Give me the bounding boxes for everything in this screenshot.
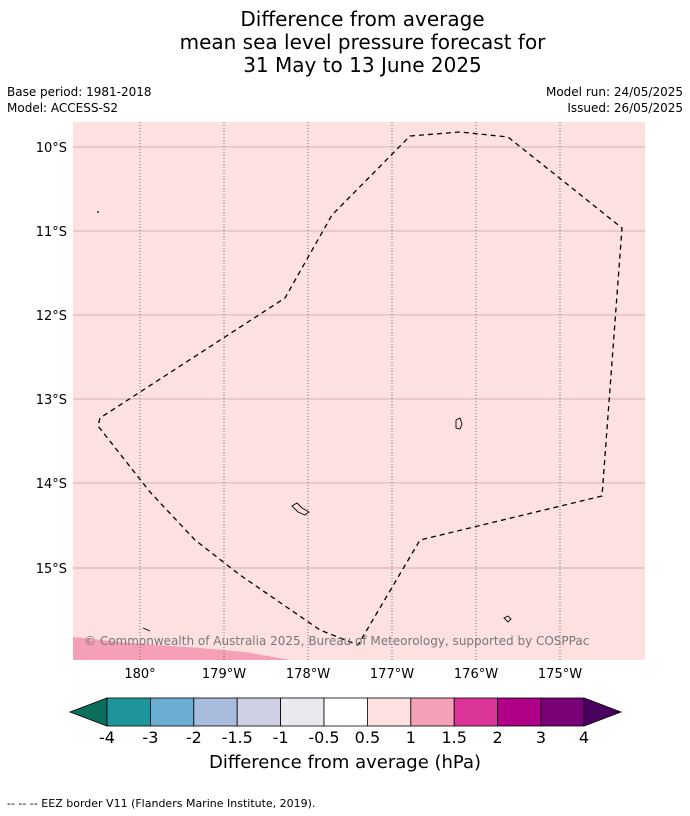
issued-date: Issued: 26/05/2025 (567, 101, 683, 115)
title-line-3: 31 May to 13 June 2025 (243, 53, 482, 77)
title-line-2: mean sea level pressure forecast for (179, 30, 546, 54)
lat-gridlines (73, 146, 645, 569)
map-title: Difference from average mean sea level p… (0, 8, 690, 77)
meta-right: Model run: 24/05/2025 Issued: 26/05/2025 (546, 84, 683, 116)
colorbar-ticks: -4 -3 -2 -1.5 -1 -0.5 0.5 1 1.5 2 3 4 (99, 728, 589, 747)
base-period: Base period: 1981-2018 (7, 85, 152, 99)
island-group-west (291, 502, 310, 516)
title-line-1: Difference from average (240, 7, 485, 31)
meta-left: Base period: 1981-2018 Model: ACCESS-S2 (7, 84, 152, 116)
cb-tick-9: 2 (493, 728, 503, 747)
lat-label-1: 11°S (36, 225, 67, 240)
colorbar-min-arrow (68, 697, 108, 727)
lon-label-0: 180° (124, 667, 155, 682)
colorbar-label: Difference from average (hPa) (208, 752, 482, 773)
colorbar-segment (410, 697, 455, 727)
lat-label-2: 12°S (36, 309, 67, 324)
colorbar-segment (236, 697, 281, 727)
cb-tick-8: 1.5 (441, 728, 466, 747)
map-area (73, 122, 645, 660)
copyright-notice: © Commonwealth of Australia 2025, Bureau… (84, 634, 590, 648)
cb-tick-1: -3 (142, 728, 158, 747)
eez-border (97, 131, 623, 646)
lon-label-4: 176°W (454, 667, 498, 682)
model-name: Model: ACCESS-S2 (7, 101, 119, 115)
cb-tick-5: -0.5 (308, 728, 339, 747)
lat-labels: 10°S 11°S 12°S 13°S 14°S 15°S (36, 141, 67, 577)
cb-tick-11: 4 (579, 728, 589, 747)
lat-label-5: 15°S (36, 562, 67, 577)
island-niulakita (455, 417, 463, 430)
colorbar-segment (497, 697, 542, 727)
cb-tick-7: 1 (406, 728, 416, 747)
lon-label-2: 178°W (286, 667, 330, 682)
cb-tick-10: 3 (536, 728, 546, 747)
island-south-east (503, 615, 512, 623)
cb-tick-2: -2 (186, 728, 202, 747)
colorbar-segment (323, 697, 368, 727)
positive-anomaly-region (73, 637, 290, 660)
cb-tick-0: -4 (99, 728, 115, 747)
lon-labels: 180° 179°W 178°W 177°W 176°W 175°W (124, 667, 582, 682)
colorbar (68, 697, 623, 727)
lon-label-5: 175°W (538, 667, 582, 682)
colorbar-segment (540, 697, 585, 727)
lon-label-1: 179°W (202, 667, 246, 682)
colorbar-segment (453, 697, 499, 727)
colorbar-segment (149, 697, 195, 727)
colorbar-max-arrow (583, 697, 623, 727)
colorbar-segment (193, 697, 238, 727)
island-dot (97, 211, 99, 213)
lat-label-3: 13°S (36, 393, 67, 408)
lat-label-4: 14°S (36, 477, 67, 492)
island-south-west (142, 627, 151, 632)
cb-tick-3: -1.5 (222, 728, 253, 747)
colorbar-segment (280, 697, 325, 727)
lat-label-0: 10°S (36, 141, 67, 156)
colorbar-segment (366, 697, 412, 727)
cb-tick-4: -1 (273, 728, 289, 747)
cb-tick-6: 0.5 (355, 728, 380, 747)
lon-label-3: 177°W (370, 667, 414, 682)
model-run: Model run: 24/05/2025 (545, 85, 683, 99)
colorbar-segment (106, 697, 151, 727)
eez-footnote: -- -- -- EEZ border V11 (Flanders Marine… (7, 797, 316, 810)
